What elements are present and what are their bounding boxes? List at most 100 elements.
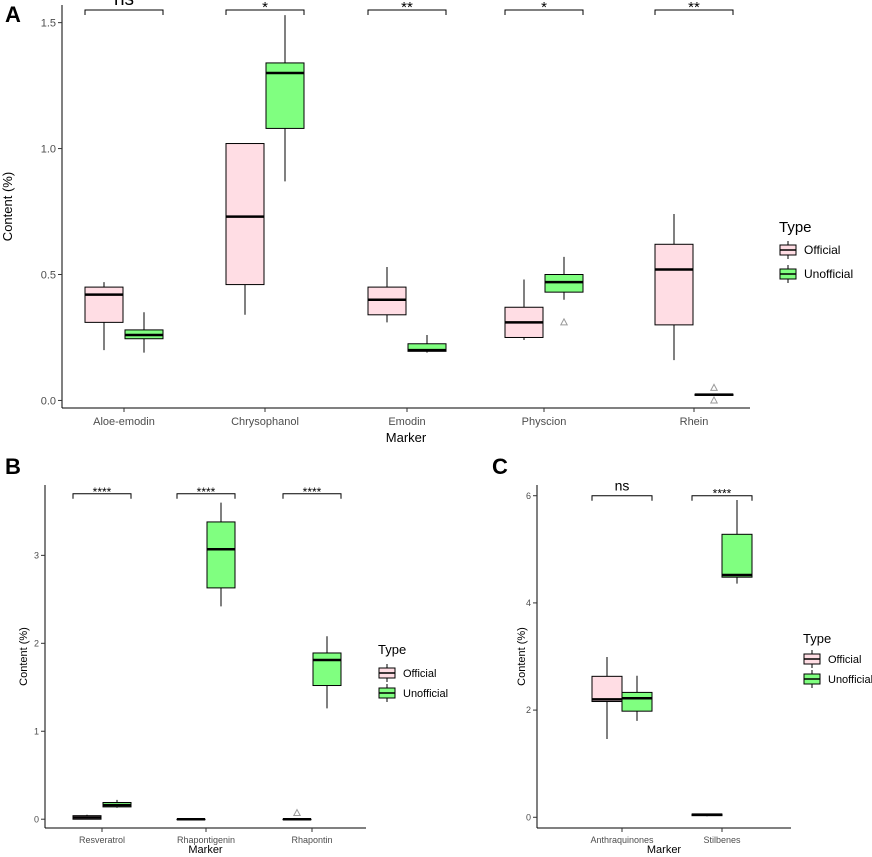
panel-a: A 0.0 0.5 1.0 1.5 Aloe-emodin Chrysophanol Emod… (0, 0, 853, 445)
box-official (84, 282, 124, 351)
legend-label-unofficial: Unofficial (804, 267, 853, 281)
y-tick-label: 0.0 (41, 395, 56, 407)
bracket-line (225, 9, 305, 16)
bracket-line (504, 9, 584, 16)
bracket-line (282, 493, 342, 499)
significance-label: * (541, 0, 547, 16)
box-unofficial (694, 383, 734, 404)
legend-key-official (803, 650, 821, 668)
x-tick-label: Physcion (522, 416, 567, 428)
significance-bracket: **** (176, 485, 236, 499)
legend-title: Type (378, 642, 406, 657)
significance-label: ns (615, 478, 630, 494)
legend-label-official: Official (828, 654, 861, 666)
panel-b: B 0 1 2 3 Resveratrol Rhapontigenin Rhapontin Ma… (5, 454, 448, 856)
y-tick-label: 1 (34, 726, 39, 736)
y-axis-title: Content (%) (0, 172, 15, 241)
legend-title: Type (779, 219, 812, 236)
x-axis-title: Marker (188, 844, 223, 856)
significance-label: * (262, 0, 268, 16)
bracket-line (654, 9, 734, 16)
significance-bracket: ns (84, 0, 164, 16)
panel-letter: B (5, 454, 21, 479)
significance-bracket: ** (367, 0, 447, 16)
box-official (504, 279, 544, 340)
x-tick-label: Rhapontin (291, 835, 332, 845)
x-tick-label: Rhapontigenin (177, 835, 235, 845)
legend: Type Official Unofficial (803, 631, 872, 688)
bracket-line (591, 495, 653, 501)
box-official (225, 143, 265, 315)
y-tick-label: 0 (526, 812, 531, 822)
x-tick-label: Stilbenes (703, 835, 741, 845)
box-body (84, 286, 124, 323)
box-body (591, 675, 623, 703)
box-unofficial (544, 256, 584, 326)
outlier-point (709, 395, 719, 404)
outlier-point (709, 383, 719, 391)
significance-bracket: ns (591, 478, 653, 501)
significance-label: ** (401, 0, 413, 16)
y-tick-label: 1.0 (41, 143, 56, 155)
significance-bracket: **** (282, 485, 342, 499)
box-body (654, 243, 694, 326)
x-tick-label: Aloe-emodin (93, 416, 155, 428)
bracket-line (72, 493, 132, 499)
box-unofficial (407, 334, 447, 353)
box-unofficial (102, 799, 132, 808)
bracket-line (367, 9, 447, 16)
significance-bracket: ** (654, 0, 734, 16)
outlier-point (292, 808, 302, 817)
legend: Type Official Unofficial (378, 642, 448, 702)
bracket-line (84, 9, 164, 16)
box-unofficial (312, 636, 342, 709)
y-tick-label: 0.5 (41, 269, 56, 281)
legend-key-unofficial (378, 684, 396, 702)
box-body (544, 274, 584, 293)
box-official (367, 266, 407, 323)
box-official (72, 814, 102, 820)
box-body (225, 143, 265, 286)
significance-bracket: * (225, 0, 305, 16)
significance-label: **** (713, 487, 732, 501)
legend-key-official (779, 241, 797, 259)
box-official (654, 214, 694, 361)
box-body (721, 533, 753, 578)
y-axis-title: Content (%) (18, 627, 30, 686)
box-unofficial (206, 502, 236, 607)
legend-title: Type (803, 631, 831, 646)
significance-bracket: **** (72, 485, 132, 499)
significance-label: ** (688, 0, 700, 16)
box-official (691, 813, 723, 817)
box-official (176, 817, 206, 821)
bracket-line (176, 493, 236, 499)
significance-label: **** (303, 485, 322, 499)
significance-label: **** (197, 485, 216, 499)
x-axis-title: Marker (647, 844, 682, 856)
x-tick-label: Anthraquinones (590, 835, 654, 845)
box-unofficial (265, 15, 305, 182)
box-official (282, 808, 312, 821)
box-official (591, 657, 623, 740)
legend-key-unofficial (803, 670, 821, 688)
outlier-point (559, 317, 569, 326)
y-tick-label: 2 (34, 638, 39, 648)
x-tick-label: Emodin (388, 416, 425, 428)
legend-label-unofficial: Unofficial (403, 688, 448, 700)
legend-label-official: Official (804, 243, 840, 257)
box-body (312, 652, 342, 687)
legend-key-official (378, 664, 396, 682)
x-axis-title: Marker (386, 430, 427, 445)
box-unofficial (621, 675, 653, 721)
significance-bracket: **** (691, 487, 753, 501)
y-tick-label: 1.5 (41, 17, 56, 29)
legend-label-official: Official (403, 668, 436, 680)
significance-label: **** (93, 485, 112, 499)
y-tick-label: 4 (526, 598, 531, 608)
x-tick-label: Chrysophanol (231, 416, 299, 428)
x-tick-label: Rhein (680, 416, 709, 428)
legend-key-unofficial (779, 265, 797, 283)
box-unofficial (124, 312, 164, 353)
box-body (206, 521, 236, 589)
